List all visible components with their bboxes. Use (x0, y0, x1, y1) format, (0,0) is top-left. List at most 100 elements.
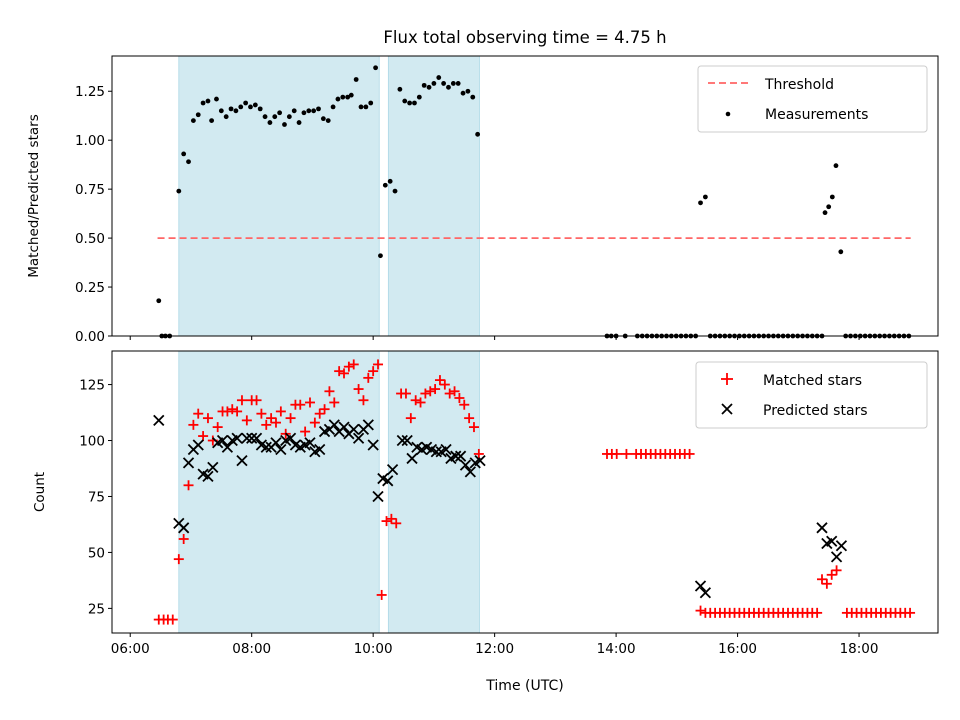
predicted-stars-point (241, 432, 253, 444)
measurements-point (421, 82, 427, 88)
predicted-stars-point (202, 470, 214, 482)
matched-stars-legend-label: Matched stars (763, 373, 862, 389)
measurements-point (441, 81, 447, 86)
predicted-stars-point (459, 459, 472, 471)
y-tick-label: 0.00 (75, 329, 105, 345)
measurements-point (340, 94, 346, 100)
measurements-point (397, 86, 403, 92)
matched-stars-point (202, 413, 213, 424)
measurements-point (392, 188, 398, 194)
predicted-stars-point (250, 432, 263, 444)
predicted-stars-point (372, 490, 384, 503)
measurements-point (450, 81, 456, 86)
matched-stars-point (386, 513, 397, 524)
measurements-point (277, 110, 283, 116)
y-tick-label: 0.75 (75, 182, 105, 198)
matched-stars-point (812, 607, 823, 618)
predicted-stars-point (367, 439, 379, 451)
matched-stars-point (167, 614, 178, 625)
matched-stars-point (212, 422, 223, 433)
predicted-stars-point (396, 434, 408, 447)
matched-stars-point (261, 419, 272, 430)
matched-stars-point (363, 372, 374, 383)
measurements-point (345, 94, 351, 100)
predicted-stars-point (699, 587, 712, 599)
y-tick-label: 125 (79, 378, 105, 394)
measurements-point (363, 104, 369, 110)
measurements-point (412, 100, 417, 106)
predicted-stars-point (348, 423, 360, 435)
matched-stars-point (241, 415, 252, 426)
predicted-stars-point (338, 421, 350, 433)
matched-stars-point (339, 368, 350, 379)
x-tick-label: 14:00 (597, 641, 636, 657)
measurements-point (402, 98, 408, 104)
matched-stars-point (314, 408, 325, 419)
measurements-point (838, 249, 844, 255)
matched-stars-point (449, 386, 460, 397)
matched-stars-point (373, 359, 384, 370)
measurements-point (262, 114, 268, 120)
predicted-stars-point (192, 439, 204, 451)
matched-stars-point (831, 565, 842, 576)
measurements-legend-swatch (725, 111, 731, 117)
measurements-point (200, 100, 206, 106)
measurements-point (291, 108, 297, 114)
predicted-stars-point (694, 580, 707, 592)
predicted-stars-point (830, 551, 843, 563)
measurements-point (335, 96, 341, 102)
predicted-stars-point (826, 535, 838, 547)
measurements-point (238, 104, 244, 110)
predicted-stars-point (231, 432, 243, 444)
measurements-point (296, 120, 302, 125)
matched-stars-point (266, 413, 277, 424)
measurements-point (325, 118, 331, 124)
predicted-stars-point (474, 455, 486, 467)
predicted-stars-point (216, 434, 229, 447)
measurements-point (218, 108, 224, 114)
matched-stars-point (295, 399, 306, 410)
matched-stars-point (415, 397, 426, 408)
matched-stars-point (816, 574, 827, 585)
measurements-point (257, 106, 263, 112)
measurements-point (460, 90, 466, 96)
matched-stars-point (324, 386, 335, 397)
y-tick-label: 1.25 (75, 84, 105, 100)
measurements-point (829, 194, 835, 200)
matched-stars-point (251, 395, 262, 406)
matched-stars-point (198, 431, 209, 442)
measurements-point (475, 131, 481, 137)
observing-window-band (178, 55, 380, 337)
measurements-point (248, 104, 253, 110)
measurements-point (252, 102, 258, 108)
predicted-stars-point (406, 452, 418, 465)
predicted-stars-point (182, 457, 195, 469)
top-panel-shaded-regions (178, 55, 480, 337)
predicted-stars-point (352, 432, 365, 444)
chart-title: Flux total observing time = 4.75 h (383, 28, 666, 47)
matched-stars-point (285, 413, 296, 424)
matched-stars-point (236, 395, 247, 406)
x-tick-label: 06:00 (111, 641, 150, 657)
matched-stars-point (905, 607, 916, 618)
matched-stars-point (222, 406, 233, 417)
measurements-point (205, 98, 211, 104)
x-tick-label: 16:00 (718, 641, 757, 657)
measurements-point (233, 108, 239, 114)
x-tick-label: 12:00 (475, 641, 514, 657)
matched-stars-point (444, 388, 455, 399)
predicted-stars-point (382, 475, 394, 487)
matched-stars-point (434, 375, 445, 386)
measurements-point (470, 94, 476, 100)
measurements-point (455, 81, 461, 86)
measurements-point (209, 118, 215, 124)
predicted-stars-point (328, 419, 340, 431)
matched-stars-point (275, 406, 286, 417)
predicted-stars-legend-label: Predicted stars (763, 403, 868, 419)
measurements-point (353, 77, 359, 82)
predicted-stars-point (207, 461, 219, 474)
matched-stars-point (684, 448, 695, 459)
matched-stars-point (381, 516, 392, 527)
measurements-point (382, 182, 388, 188)
measurements-point (282, 122, 287, 127)
